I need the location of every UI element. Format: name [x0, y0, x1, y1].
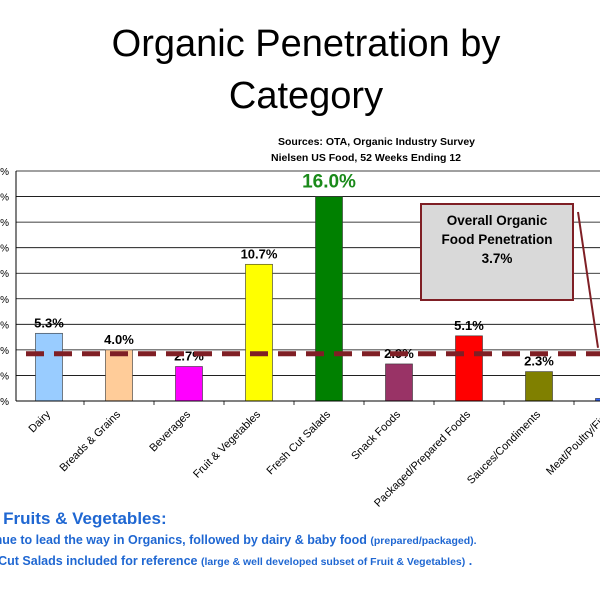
y-tick-label: % [0, 397, 9, 408]
y-tick-label: % [0, 167, 9, 178]
bar [105, 349, 133, 402]
notes-block: c Fruits & Vegetables: tinue to lead the… [0, 508, 600, 572]
y-tick-label: % [0, 244, 9, 255]
bar-chart: %%%%%%%%%% 5.3% Dairy 4.0% Breads & Grains 2.… [0, 167, 600, 510]
bar [35, 332, 63, 402]
bar-value-label: 2.3% [524, 354, 554, 369]
notes-line1: tinue to lead the way in Organics, follo… [0, 530, 600, 551]
y-tick-label: % [0, 346, 9, 357]
y-tick-label: % [0, 371, 9, 382]
bar-value-label: 4.0% [104, 332, 134, 347]
callout-value: 3.7% [481, 251, 513, 266]
bar [175, 366, 203, 402]
callout-line1: Overall Organic [446, 213, 548, 228]
bar-value-label: 5.3% [34, 315, 64, 330]
y-tick-label: % [0, 320, 9, 331]
bar [525, 371, 553, 402]
category-label: Meat/Poultry/Fish [544, 409, 600, 478]
category-label: Snack Foods [349, 408, 403, 462]
y-tick-label: % [0, 269, 9, 280]
notes-line2-main: h Cut Salads included for reference [0, 554, 201, 568]
y-tick-label: % [0, 193, 9, 204]
category-label: Breads & Grains [58, 408, 124, 474]
bar [455, 335, 483, 402]
bar [315, 196, 343, 402]
notes-line1-paren: (prepared/packaged). [370, 535, 477, 547]
bar-value-label: 10.7% [241, 246, 278, 261]
notes-line2: h Cut Salads included for reference (lar… [0, 551, 600, 572]
chart-title: Organic Penetration by Category [40, 18, 572, 122]
y-tick-label: % [0, 295, 9, 306]
category-label: Sauces/Condiments [465, 408, 543, 486]
bar-value-label: 5.1% [454, 318, 484, 333]
callout-connector [577, 211, 599, 348]
y-tick-label: % [0, 218, 9, 229]
category-label: Fresh Cut Salads [265, 408, 334, 477]
chart-title-line1: Organic Penetration by [111, 23, 501, 65]
notes-line2-end: . [465, 554, 473, 568]
overall-penetration-callout: Overall Organic Food Penetration 3.7% [420, 203, 574, 301]
bar [245, 263, 273, 402]
bar-value-label: 16.0% [302, 172, 356, 193]
bar [595, 398, 600, 402]
category-label: Beverages [147, 408, 193, 454]
callout-line2: Food Penetration [441, 232, 553, 247]
notes-line2-paren: (large & well developed subset of Fruit … [200, 556, 466, 568]
category-label: Dairy [26, 408, 53, 435]
sources-line1: Sources: OTA, Organic Industry Survey [278, 136, 476, 148]
chart-title-line2: Category [228, 75, 384, 117]
notes-heading: c Fruits & Vegetables: [0, 509, 167, 528]
sources-line2: Nielsen US Food, 52 Weeks Ending 12 [271, 152, 462, 164]
notes-line1-main: tinue to lead the way in Organics, follo… [0, 533, 371, 547]
sources-note: Sources: OTA, Organic Industry Survey Ni… [240, 134, 600, 166]
bar [385, 363, 413, 402]
category-label: Fruit & Vegetables [191, 408, 263, 480]
